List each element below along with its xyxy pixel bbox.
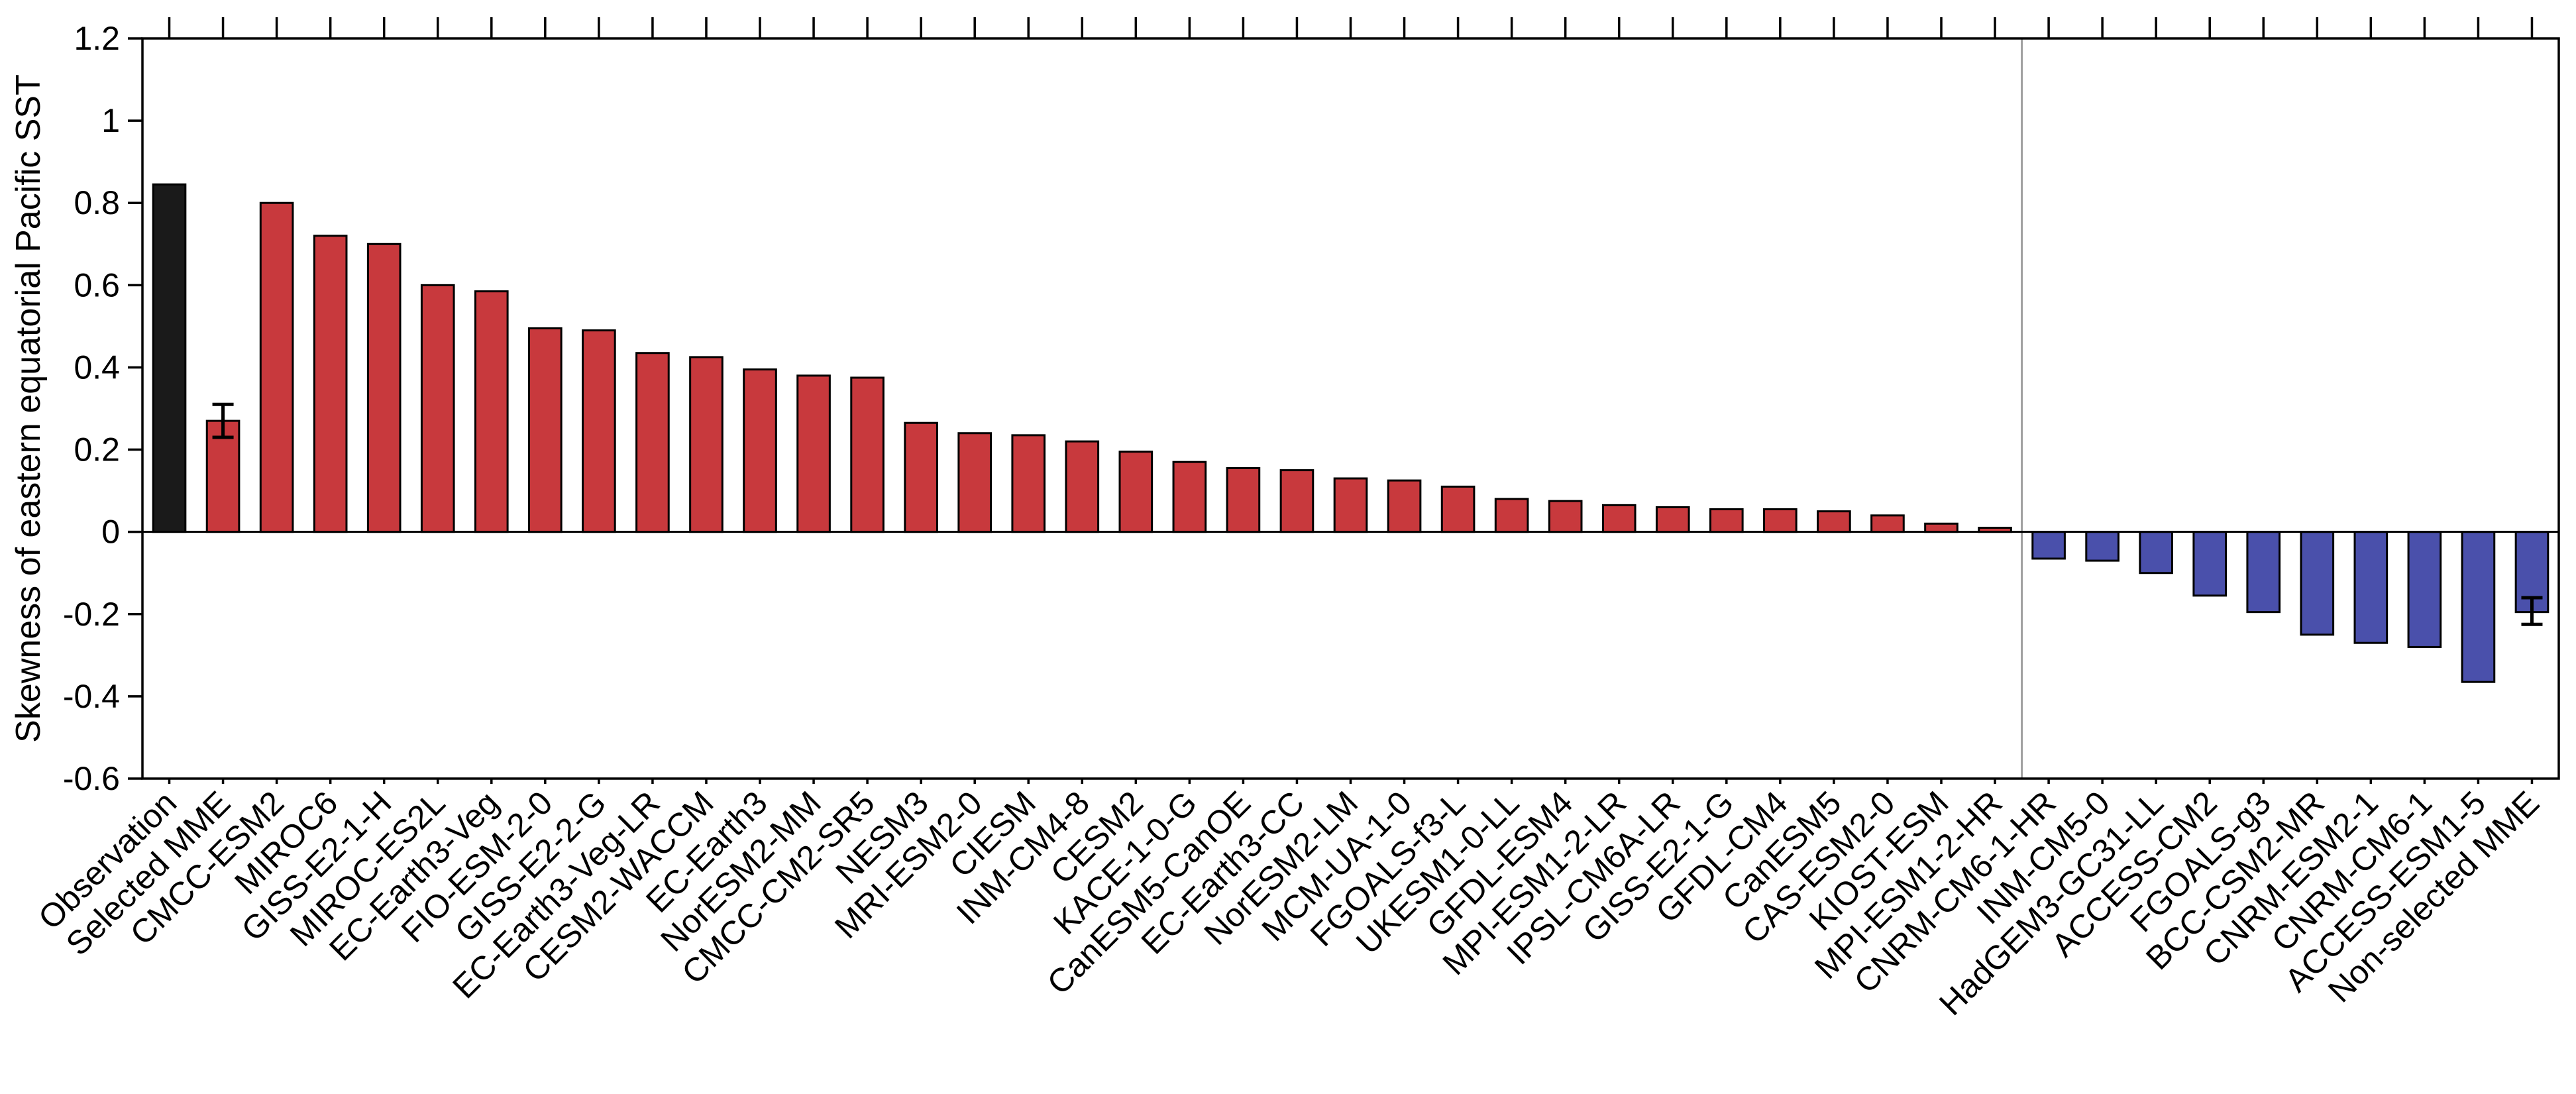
bar-giss-e2-2-g <box>582 329 616 533</box>
bar-noresm2-lm <box>1333 477 1368 533</box>
bar-inm-cm5-0 <box>2085 531 2120 562</box>
error-bar-selected-mme <box>212 402 234 439</box>
bar-kace-1-0-g <box>1172 461 1207 533</box>
y-tick-label: -0.2 <box>63 596 120 633</box>
bar-canesm5 <box>1817 510 1851 533</box>
bar-ciesm <box>1011 434 1046 533</box>
bar-ukesm1-0-ll <box>1494 498 1529 533</box>
bar-miroc-es2l <box>420 284 455 533</box>
y-tick-label: 1.2 <box>74 20 120 57</box>
bar-mcm-ua-1-0 <box>1387 479 1422 533</box>
bar-cnrm-cm6-1-hr <box>2031 531 2066 560</box>
bar-giss-e2-1-g <box>1709 508 1744 533</box>
bar-bcc-csm2-mr <box>2300 531 2335 636</box>
bar-mri-esm2-0 <box>957 432 993 533</box>
error-bar-non-selected-mme <box>2521 596 2543 626</box>
bar-gfdl-esm4 <box>1548 500 1583 533</box>
y-tick-label: 1 <box>101 102 120 139</box>
bar-ec-earth3-veg <box>474 290 509 533</box>
error-bars-layer <box>212 402 2543 626</box>
bar-miroc6 <box>313 235 348 533</box>
bar-nesm3 <box>904 421 938 533</box>
y-axis-title: Skewness of eastern equatorial Pacific S… <box>9 74 48 743</box>
bar-cmcc-esm2 <box>259 201 294 533</box>
bar-kiost-esm <box>1924 522 1959 533</box>
bar-inm-cm4-8 <box>1065 440 1100 533</box>
bar-ec-earth3 <box>743 368 777 533</box>
y-tick-label: -0.4 <box>63 678 120 715</box>
bars-layer <box>152 183 2549 683</box>
bar-ec-earth3-veg-lr <box>635 352 670 533</box>
y-axis: -0.6 -0.4 -0.2 0 0.2 0.4 0.6 0.8 1 1.2 <box>63 20 142 797</box>
bar-cmcc-cm2-sr5 <box>850 376 885 533</box>
bar-cnrm-cm6-1 <box>2407 531 2442 648</box>
y-tick-label: 0 <box>101 514 120 551</box>
bar-canesm5-canoe <box>1226 466 1261 533</box>
bar-mpi-esm1-2-lr <box>1601 504 1637 533</box>
bar-access-esm1-5 <box>2461 531 2496 683</box>
bar-cas-esm2-0 <box>1870 514 1905 533</box>
bar-observation <box>152 183 187 533</box>
bar-hadgem3-gc31-ll <box>2139 531 2173 574</box>
bar-access-cm2 <box>2192 531 2227 597</box>
bar-ec-earth3-cc <box>1279 469 1315 533</box>
y-tick-label: 0.8 <box>74 184 120 221</box>
bar-noresm2-mm <box>796 374 831 533</box>
bar-fgoals-f3-l <box>1440 485 1476 533</box>
bar-cesm2 <box>1118 451 1154 533</box>
bar-fgoals-g3 <box>2246 531 2281 614</box>
bar-cesm2-waccm <box>689 356 724 533</box>
bar-gfdl-cm4 <box>1763 508 1798 533</box>
y-tick-label: 0.6 <box>74 266 120 303</box>
bar-giss-e2-1-h <box>366 243 402 533</box>
bar-fio-esm-2-0 <box>528 327 563 533</box>
y-tick-label: -0.6 <box>63 760 120 797</box>
y-tick-label: 0.2 <box>74 431 120 468</box>
bar-ipsl-cm6a-lr <box>1655 506 1690 533</box>
bar-cnrm-esm2-1 <box>2353 531 2388 644</box>
y-tick-label: 0.4 <box>74 349 120 386</box>
